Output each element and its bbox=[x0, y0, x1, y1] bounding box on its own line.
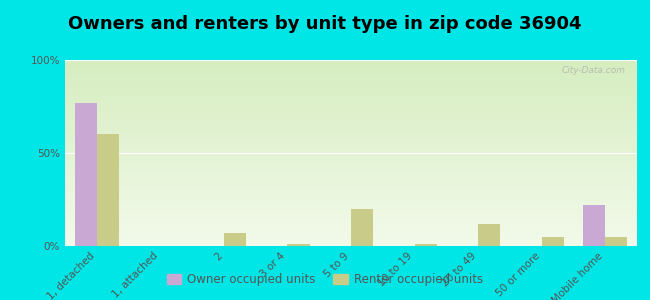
Bar bbox=[583, 205, 605, 246]
Bar bbox=[415, 244, 437, 246]
Bar bbox=[97, 134, 119, 246]
Legend: Owner occupied units, Renter occupied units: Owner occupied units, Renter occupied un… bbox=[162, 269, 488, 291]
Text: Owners and renters by unit type in zip code 36904: Owners and renters by unit type in zip c… bbox=[68, 15, 582, 33]
Bar bbox=[287, 244, 309, 246]
Bar bbox=[605, 237, 627, 246]
Bar bbox=[351, 209, 373, 246]
Bar bbox=[224, 233, 246, 246]
Text: City-Data.com: City-Data.com bbox=[562, 66, 625, 75]
Bar bbox=[75, 103, 97, 246]
Bar bbox=[541, 237, 564, 246]
Bar bbox=[478, 224, 500, 246]
